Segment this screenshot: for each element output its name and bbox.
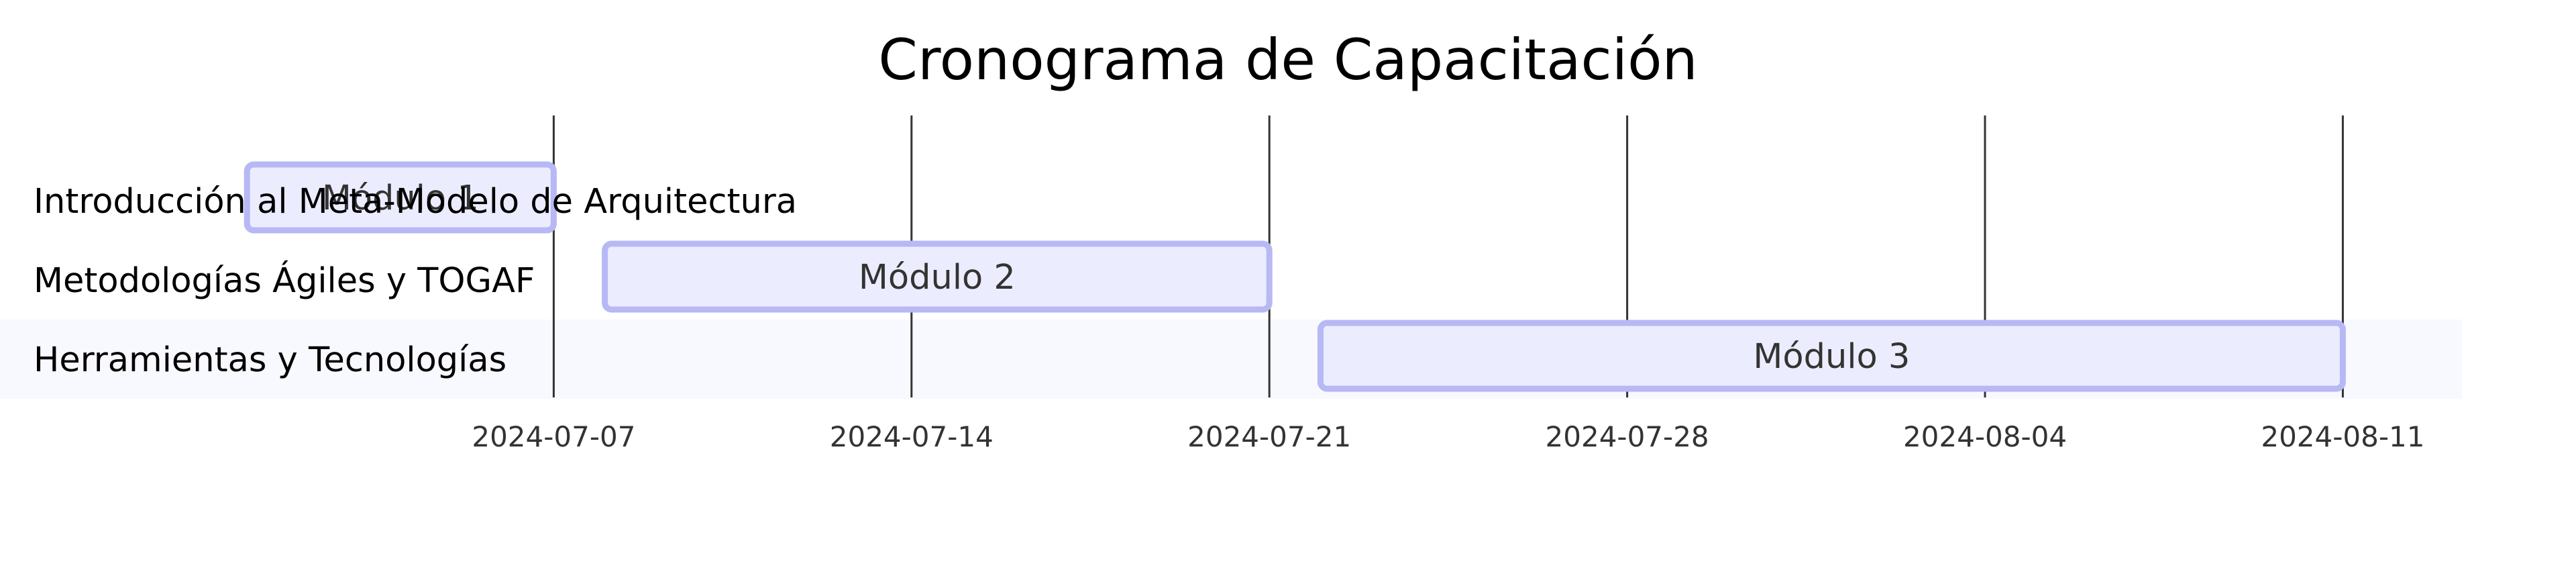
tick-label: 2024-07-21 (1187, 420, 1351, 453)
section-label: Introducción al Meta-Modelo de Arquitect… (34, 182, 797, 222)
task-label: Módulo 3 (1753, 337, 1910, 377)
task-label: Módulo 1 (322, 179, 479, 218)
task-bar (244, 161, 557, 234)
tick-label: 2024-08-11 (2261, 420, 2424, 453)
section-label: Metodologías Ágiles y TOGAF (34, 260, 535, 301)
chart-title: Cronograma de Capacitación (878, 27, 1697, 93)
section-label: Herramientas y Tecnologías (34, 340, 506, 380)
tick-label: 2024-07-14 (830, 420, 994, 453)
section-labels: Introducción al Meta-Modelo de Arquitect… (34, 182, 797, 380)
axis-ticks: 2024-07-07 2024-07-14 2024-07-21 2024-07-28… (472, 420, 2424, 453)
tick-label: 2024-07-28 (1546, 420, 1709, 453)
task-label: Módulo 2 (859, 258, 1016, 297)
tick-label: 2024-07-07 (472, 420, 635, 453)
tick-label: 2024-08-04 (1903, 420, 2067, 453)
task-bar (1317, 320, 2346, 392)
task-bar (602, 240, 1273, 313)
task-bars: Módulo 1 Módulo 2 Módulo 3 (244, 161, 2346, 392)
